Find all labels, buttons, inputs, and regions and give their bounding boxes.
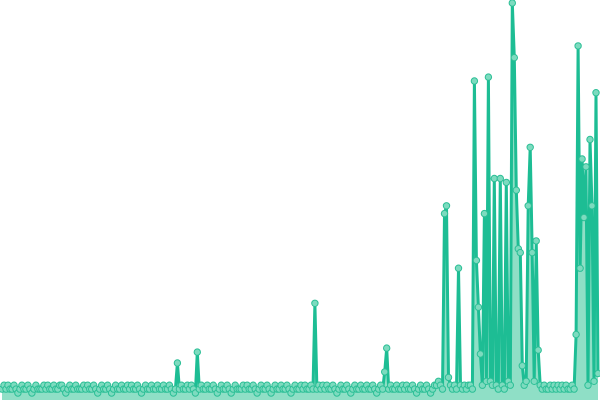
data-point[interactable]	[526, 143, 534, 152]
data-point[interactable]	[500, 385, 508, 393]
data-point[interactable]	[592, 89, 600, 97]
data-point[interactable]	[582, 163, 590, 171]
data-point[interactable]	[379, 385, 387, 393]
data-point[interactable]	[502, 178, 510, 187]
data-point[interactable]	[588, 202, 596, 210]
data-point[interactable]	[440, 209, 449, 218]
data-point[interactable]	[512, 186, 520, 194]
data-point[interactable]	[383, 344, 391, 352]
data-point[interactable]	[594, 369, 600, 378]
data-point[interactable]	[472, 256, 481, 265]
data-point[interactable]	[532, 237, 540, 245]
data-point[interactable]	[454, 264, 463, 272]
data-point[interactable]	[576, 264, 584, 272]
data-point[interactable]	[468, 385, 477, 393]
data-point[interactable]	[524, 202, 532, 210]
data-point[interactable]	[438, 385, 447, 393]
data-point[interactable]	[516, 248, 524, 257]
data-point[interactable]	[572, 330, 580, 339]
data-point[interactable]	[508, 0, 516, 7]
data-point[interactable]	[193, 348, 202, 356]
data-point[interactable]	[484, 73, 493, 81]
data-point[interactable]	[490, 174, 498, 183]
data-point[interactable]	[530, 377, 538, 385]
data-point[interactable]	[311, 299, 319, 307]
data-point[interactable]	[518, 362, 526, 370]
data-point[interactable]	[586, 135, 594, 144]
data-point[interactable]	[584, 381, 592, 389]
data-point[interactable]	[510, 53, 518, 62]
data-point[interactable]	[590, 377, 598, 385]
data-point[interactable]	[574, 42, 582, 50]
data-point[interactable]	[528, 248, 536, 257]
data-point[interactable]	[496, 174, 504, 183]
data-point[interactable]	[444, 373, 453, 382]
data-point[interactable]	[578, 155, 586, 163]
data-point[interactable]	[480, 209, 489, 218]
data-point[interactable]	[570, 385, 578, 393]
data-point[interactable]	[580, 213, 588, 222]
data-point[interactable]	[442, 202, 451, 210]
data-point[interactable]	[522, 377, 530, 385]
data-point[interactable]	[474, 303, 483, 311]
data-point[interactable]	[381, 368, 389, 376]
data-point[interactable]	[173, 359, 182, 367]
data-point[interactable]	[470, 77, 479, 85]
data-point[interactable]	[476, 350, 485, 358]
data-point[interactable]	[506, 381, 514, 389]
data-point[interactable]	[534, 346, 542, 354]
